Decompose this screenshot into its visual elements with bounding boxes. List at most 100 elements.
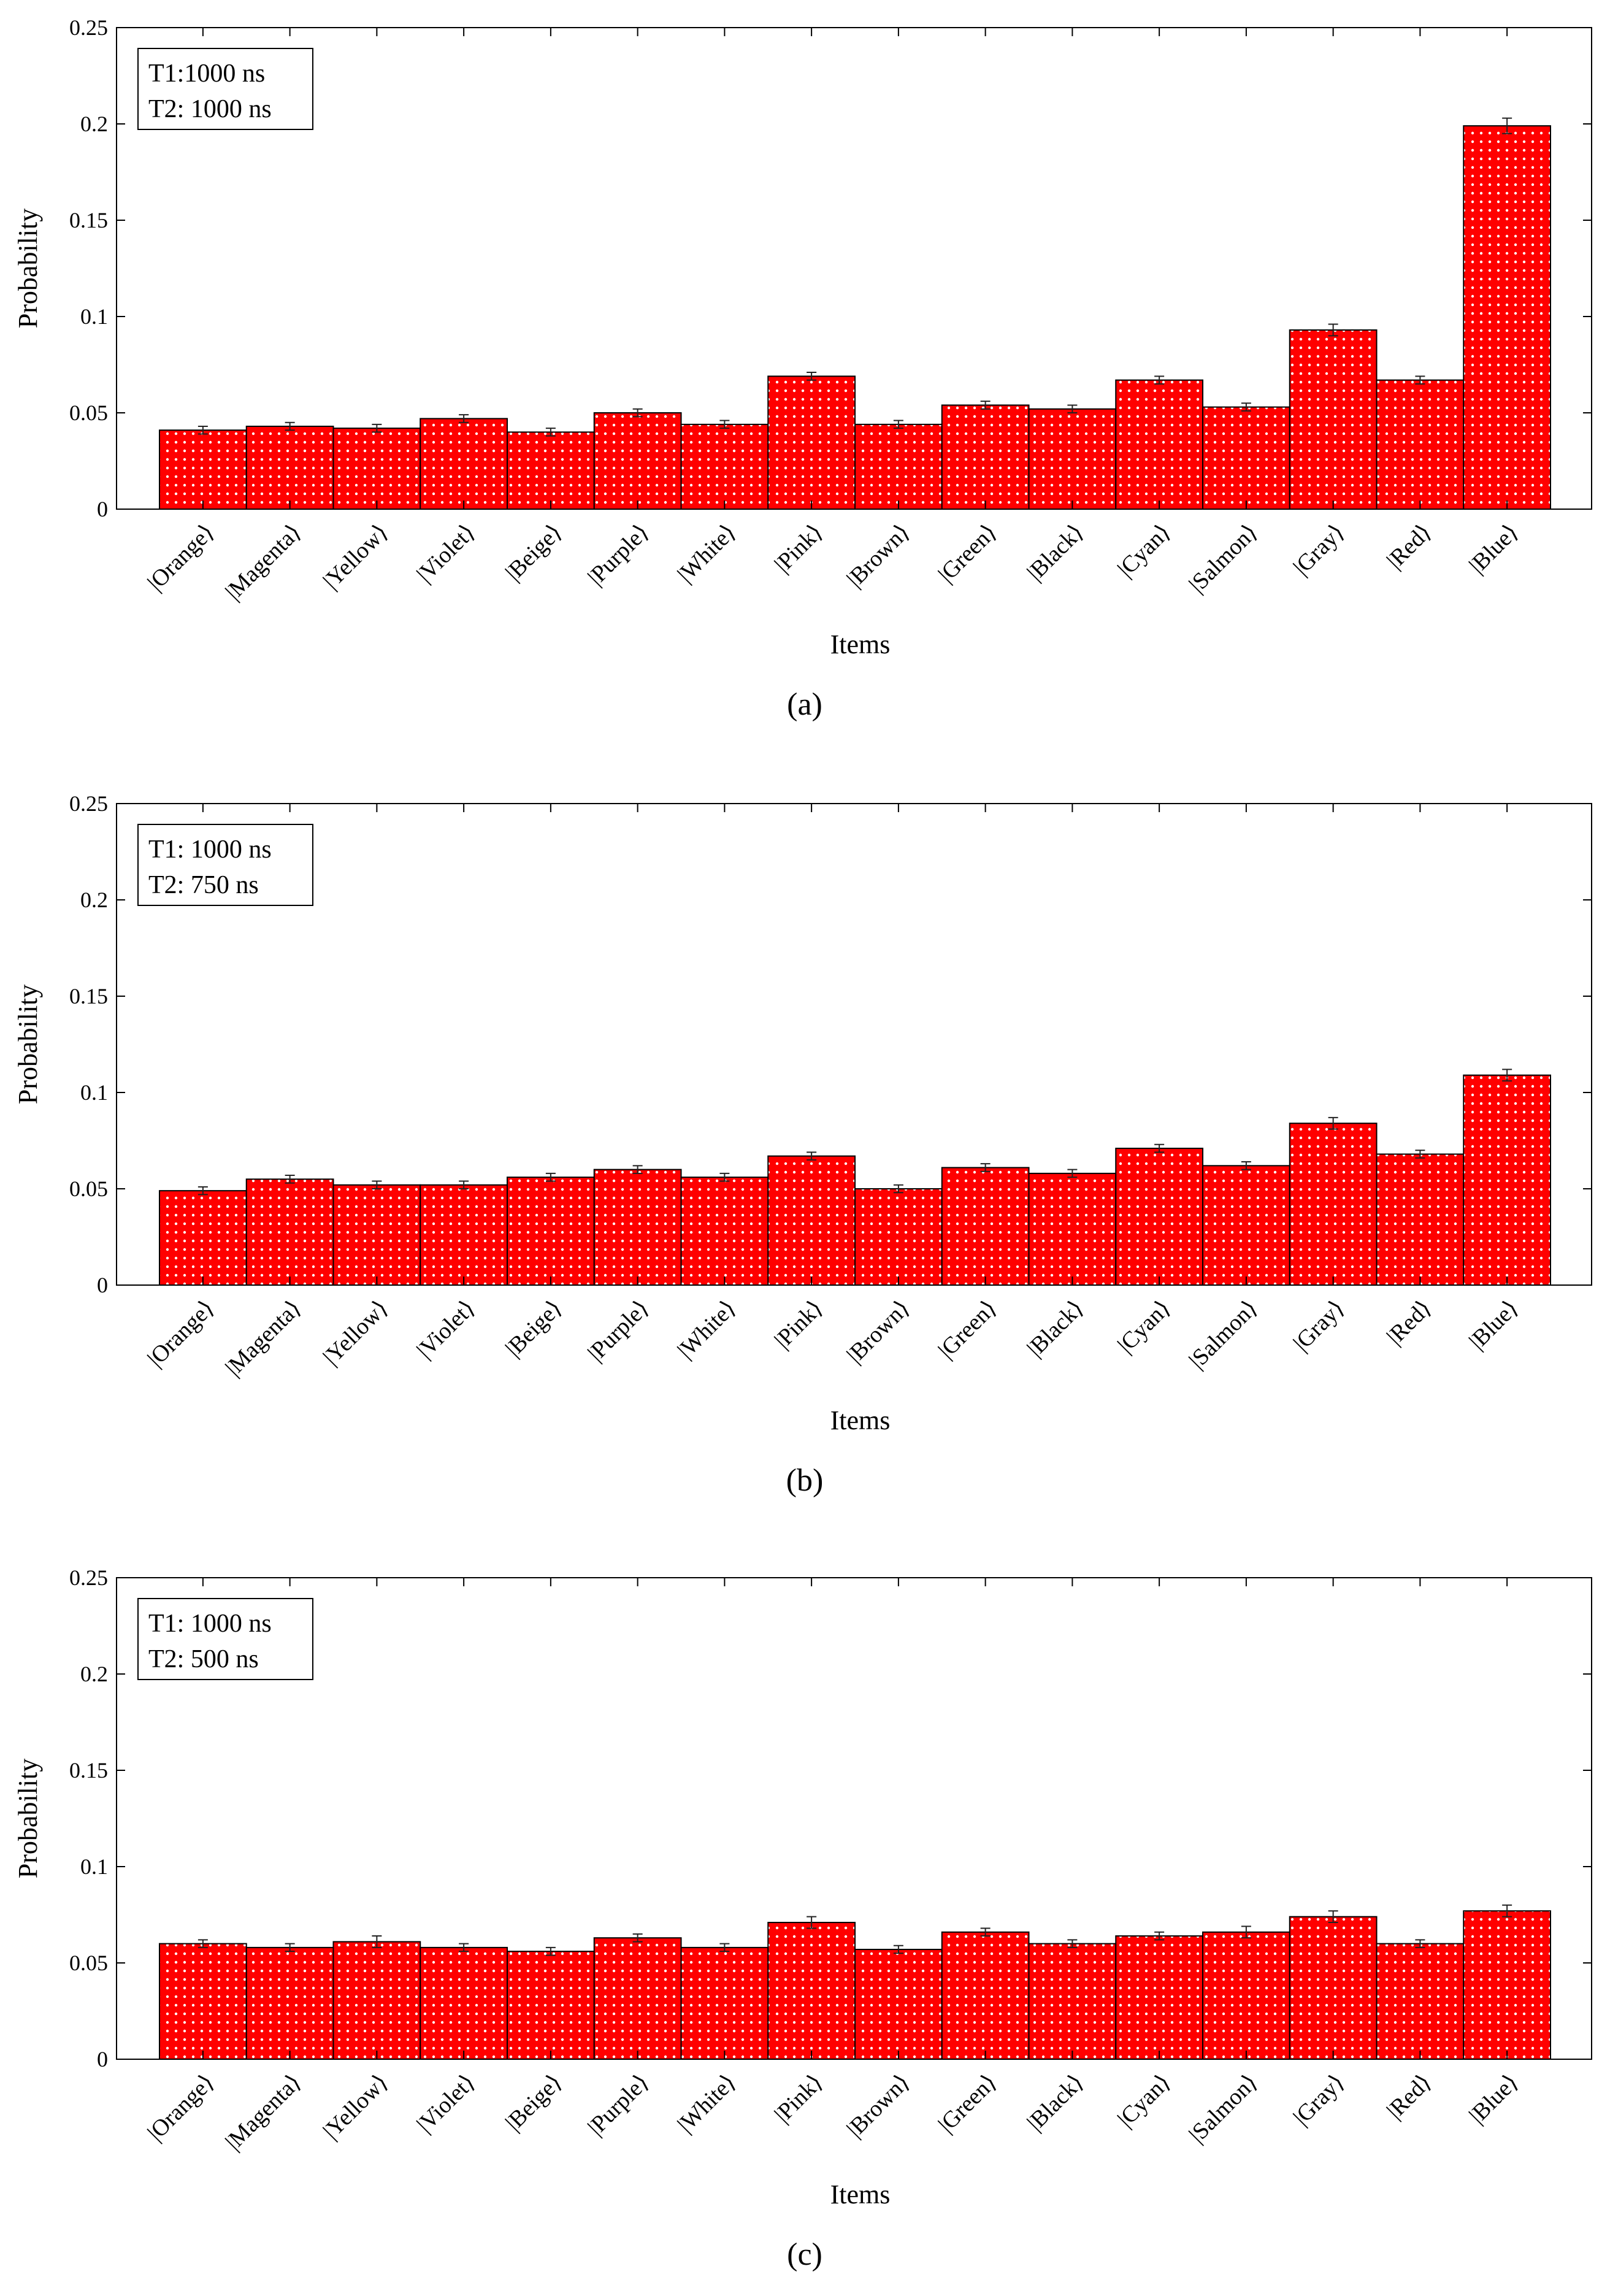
- x-tick-label: |Red⟩: [1382, 520, 1436, 574]
- error-bar: [719, 1172, 730, 1182]
- bar: [1289, 329, 1378, 510]
- x-tick-label: |Green⟩: [933, 520, 1002, 588]
- bar: [1202, 1165, 1290, 1286]
- x-tick-label: |Salmon⟩: [1184, 2070, 1263, 2148]
- x-tick-label: |Cyan⟩: [1113, 2070, 1175, 2132]
- y-tick-label: 0.1: [80, 1080, 108, 1105]
- x-tick-label: |White⟩: [673, 520, 741, 588]
- error-bar: [1154, 375, 1165, 385]
- legend-line-1: T1:1000 ns: [148, 60, 265, 88]
- x-tick-label: |Yellow⟩: [318, 2070, 393, 2144]
- bar: [593, 412, 682, 510]
- x-tick-label: |Magenta⟩: [220, 2070, 306, 2156]
- error-bar: [285, 1175, 295, 1184]
- x-tick-label: |Blue⟩: [1464, 520, 1523, 578]
- bar: [1376, 379, 1465, 510]
- x-tick-label: |Cyan⟩: [1113, 520, 1175, 582]
- error-bar: [372, 1935, 382, 1948]
- error-bar: [1415, 1939, 1425, 1948]
- x-tick-label: |Salmon⟩: [1184, 1296, 1263, 1374]
- y-tick-label: 0.2: [80, 888, 108, 912]
- x-tick-label: |Pink⟩: [770, 520, 828, 578]
- legend-box: [137, 824, 313, 906]
- y-tick-label: 0.1: [80, 1854, 108, 1879]
- y-axis-label: Probability: [13, 209, 43, 329]
- error-bar: [719, 1943, 730, 1952]
- bar: [680, 1177, 769, 1286]
- bar: [507, 1177, 595, 1286]
- y-tick-label: 0: [97, 2047, 108, 2071]
- error-bar: [1067, 1939, 1078, 1948]
- bar: [1115, 1935, 1203, 2060]
- x-tick-label: |Purple⟩: [583, 1296, 654, 1367]
- x-axis-label: Items: [830, 629, 891, 659]
- error-bar: [545, 1172, 556, 1182]
- error-bar: [1067, 1169, 1078, 1178]
- error-bar: [807, 1916, 817, 1929]
- bar: [1289, 1123, 1378, 1286]
- error-bar: [893, 1945, 903, 1954]
- bar: [332, 428, 421, 510]
- error-bar: [545, 1946, 556, 1956]
- error-bar: [980, 401, 991, 410]
- x-tick-label: |Orange⟩: [143, 2070, 220, 2146]
- y-tick-label: 0.05: [69, 1177, 108, 1201]
- x-tick-label: |Blue⟩: [1464, 2070, 1523, 2129]
- bar: [941, 404, 1030, 510]
- bar: [854, 423, 943, 510]
- x-tick-label: |Yellow⟩: [318, 520, 393, 594]
- x-tick-label: |White⟩: [673, 1296, 741, 1364]
- bar: [767, 375, 856, 510]
- x-tick-label: |Blue⟩: [1464, 1296, 1523, 1354]
- y-tick-label: 0.25: [69, 791, 108, 816]
- panel-label: (a): [787, 687, 822, 722]
- x-tick-label: |Black⟩: [1022, 520, 1088, 586]
- bar: [1028, 408, 1117, 510]
- x-tick-label: |Magenta⟩: [220, 1296, 306, 1381]
- bar: [854, 1188, 943, 1286]
- y-tick-label: 0.2: [80, 1662, 108, 1686]
- chart-panel-b: 0 0.05 0.1 0.15 0.2 0.25 Probability |Orange⟩ |M…: [13, 791, 1592, 1498]
- y-tick-label: 0: [97, 497, 108, 521]
- error-bar: [1154, 1143, 1165, 1153]
- bar: [593, 1937, 682, 2060]
- error-bar: [1415, 1150, 1425, 1159]
- y-axis-label: Probability: [13, 1759, 43, 1879]
- legend-line-1: T1: 1000 ns: [148, 1610, 272, 1638]
- x-tick-label: |Red⟩: [1382, 1296, 1436, 1350]
- x-tick-label: |Black⟩: [1022, 2070, 1088, 2136]
- chart-panel-a: 0 0.05 0.1 0.15 0.2 0.25 Probability |Orange⟩ |M…: [13, 15, 1592, 722]
- y-tick-label: 0.05: [69, 401, 108, 425]
- error-bar: [1241, 1925, 1251, 1939]
- bar: [1289, 1916, 1378, 2060]
- bar: [1115, 379, 1203, 510]
- error-bar: [372, 423, 382, 433]
- bar: [1202, 1931, 1290, 2060]
- bar: [420, 1184, 508, 1286]
- error-bar: [459, 1943, 469, 1952]
- x-tick-label: |Brown⟩: [842, 520, 915, 593]
- bar: [680, 1946, 769, 2060]
- legend-line-2: T2: 500 ns: [148, 1645, 259, 1673]
- error-bar: [1241, 1161, 1251, 1170]
- x-tick-label: |Yellow⟩: [318, 1296, 393, 1370]
- bar: [159, 1190, 247, 1286]
- error-bar: [1154, 1931, 1165, 1941]
- panel-label: (b): [786, 1463, 824, 1498]
- error-bar: [719, 420, 730, 429]
- bar: [941, 1931, 1030, 2060]
- bar: [1202, 406, 1290, 510]
- bar: [680, 423, 769, 510]
- bar: [245, 425, 334, 510]
- bar: [1376, 1153, 1465, 1286]
- x-tick-label: |Pink⟩: [770, 2070, 828, 2128]
- x-tick-label: |Black⟩: [1022, 1296, 1088, 1362]
- error-bar: [632, 1933, 643, 1943]
- legend-line-2: T2: 1000 ns: [148, 95, 272, 123]
- x-tick-label: |Brown⟩: [842, 1296, 915, 1369]
- error-bar: [807, 1151, 817, 1161]
- bar: [1376, 1943, 1465, 2060]
- error-bar: [893, 1184, 903, 1194]
- x-tick-label: |White⟩: [673, 2070, 741, 2138]
